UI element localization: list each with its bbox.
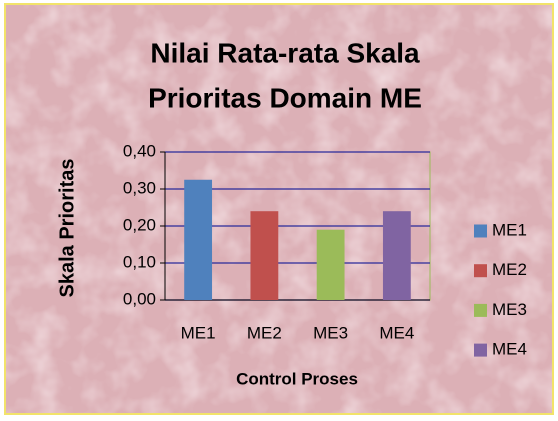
x-tick-label: ME1 (181, 323, 216, 342)
x-axis-label: Control Proses (236, 369, 358, 388)
x-tick-label: ME4 (379, 323, 414, 342)
legend-swatch (474, 264, 487, 278)
legend-label: ME4 (492, 340, 527, 359)
bar (250, 211, 279, 300)
y-axis-label: Skala Prioritas (56, 159, 78, 298)
y-tick-label: 0,30 (123, 178, 156, 197)
legend-label: ME2 (492, 260, 527, 279)
chart-title: Prioritas Domain ME (148, 82, 422, 113)
chart-title: Nilai Rata-rata Skala (150, 37, 420, 68)
legend-label: ME1 (492, 220, 527, 239)
bar (316, 229, 345, 300)
background-texture (6, 5, 552, 413)
bar (184, 179, 213, 300)
legend-swatch (474, 343, 487, 357)
x-tick-label: ME2 (247, 323, 282, 342)
legend-label: ME3 (492, 300, 527, 319)
y-tick-label: 0,40 (123, 141, 156, 160)
x-tick-label: ME3 (313, 323, 348, 342)
legend-swatch (474, 224, 487, 238)
y-tick-label: 0,20 (123, 215, 156, 234)
legend-swatch (474, 303, 487, 317)
y-tick-label: 0,10 (123, 252, 156, 271)
bar (382, 211, 411, 300)
y-tick-label: 0,00 (123, 289, 156, 308)
